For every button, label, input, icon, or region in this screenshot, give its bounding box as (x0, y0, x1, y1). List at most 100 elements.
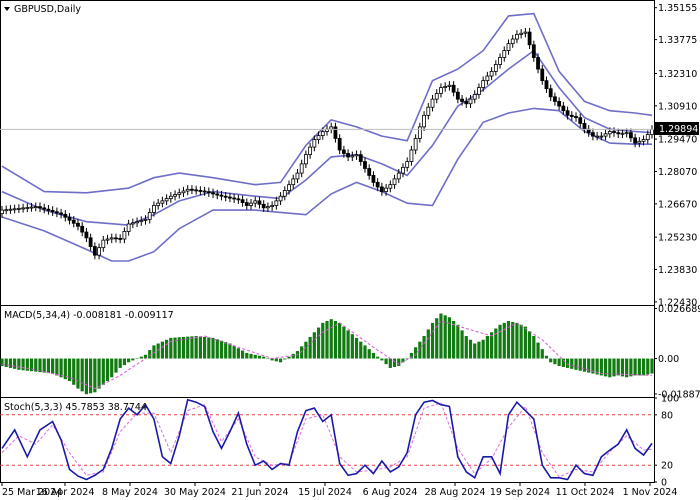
macd-bar (439, 313, 443, 359)
candle-body (388, 184, 393, 189)
macd-tick-label: -0.018877 (658, 389, 700, 400)
date-tick-label: 21 Jun 2024 (231, 487, 288, 498)
candle-body (519, 32, 524, 35)
macd-bar (122, 358, 127, 366)
candle-body (477, 87, 481, 95)
chart-menu-triangle-icon[interactable] (4, 7, 10, 11)
candle-body (350, 155, 355, 158)
macd-bar (625, 358, 629, 378)
candle-body (561, 105, 566, 112)
candle-body (118, 238, 123, 240)
macd-bar (34, 358, 38, 372)
macd-bar (633, 358, 637, 376)
candle-body (557, 101, 562, 107)
candle-body (485, 75, 490, 82)
candle-body (591, 132, 595, 137)
candle-body (109, 237, 114, 240)
candle-body (59, 212, 63, 215)
date-tick-label: 6 Aug 2024 (363, 487, 418, 498)
candle-body (228, 196, 232, 199)
price-tick-label: 1.33775 (658, 35, 697, 46)
macd-bar (637, 358, 641, 376)
price-tick-label: 1.28070 (658, 167, 697, 178)
macd-bar (266, 358, 270, 360)
candle-body (185, 188, 190, 192)
macd-bar (333, 321, 338, 359)
macd-bar (468, 339, 473, 359)
macd-bar (456, 324, 460, 359)
candle-body (515, 34, 519, 40)
macd-bar (262, 356, 266, 359)
macd-bar (283, 358, 287, 360)
macd-bar (603, 358, 608, 377)
candle-body (0, 209, 4, 214)
macd-bar (426, 329, 430, 359)
candle-body (443, 86, 448, 88)
macd-bar (270, 358, 274, 361)
macd-bar (245, 352, 249, 359)
candle-body (553, 96, 557, 102)
macd-bar (80, 358, 84, 392)
candle-body (198, 190, 203, 192)
candle-body (105, 238, 110, 241)
macd-bar (173, 337, 177, 359)
macd-bar (67, 358, 72, 382)
candle-body (211, 192, 215, 195)
macd-signal-polyline (1, 320, 653, 390)
candle-body (574, 116, 578, 119)
macd-bar (481, 339, 485, 359)
candle-body (152, 205, 156, 213)
candle-body (67, 216, 72, 221)
candle-body (620, 132, 625, 135)
candle-body (548, 88, 553, 98)
date-tick-label: 19 Sep 2024 (490, 487, 550, 498)
candle-body (401, 166, 405, 174)
stoch-tick-label: 20 (661, 461, 673, 472)
macd-bar (549, 358, 553, 363)
macd-bar (72, 358, 76, 385)
candle-body (599, 135, 604, 138)
macd-bar (595, 358, 599, 375)
macd-bar (46, 358, 51, 374)
macd-bar (620, 358, 625, 377)
last-price-badge (655, 122, 699, 135)
candle-body (287, 184, 291, 191)
macd-bar (443, 315, 447, 359)
macd-bar (101, 358, 105, 385)
candle-body (413, 138, 418, 151)
macd-bar (641, 358, 646, 376)
candle-body (29, 206, 34, 209)
macd-bar (527, 331, 532, 359)
candle-body (147, 212, 152, 220)
date-tick-label: 25 Mar 2024 (2, 487, 62, 498)
macd-bar (249, 353, 253, 359)
candle-body (527, 31, 532, 46)
macd-bar (338, 322, 342, 359)
candle-body (282, 190, 287, 197)
macd-bar (76, 358, 80, 389)
candle-body (650, 129, 654, 135)
candle-body (341, 149, 346, 154)
candle-body (405, 161, 410, 168)
macd-bar (405, 358, 409, 360)
macd-bar (304, 341, 308, 359)
macd-bar (93, 358, 97, 393)
candle-body (80, 225, 85, 233)
candle-body (42, 207, 47, 210)
candle-body (168, 195, 173, 199)
candle-body (447, 84, 452, 87)
macd-bar (110, 358, 114, 378)
stoch-signal-line (1, 402, 653, 478)
macd-bar (582, 358, 587, 372)
macd-bar (156, 343, 160, 359)
macd-tick-label: 0.00 (658, 354, 679, 365)
candle-body (126, 223, 131, 232)
macd-bar (84, 358, 89, 395)
macd-bar (312, 332, 316, 359)
candle-body (12, 208, 17, 211)
macd-bar (329, 319, 333, 359)
macd-bar (485, 336, 489, 359)
candle-body (76, 222, 80, 227)
